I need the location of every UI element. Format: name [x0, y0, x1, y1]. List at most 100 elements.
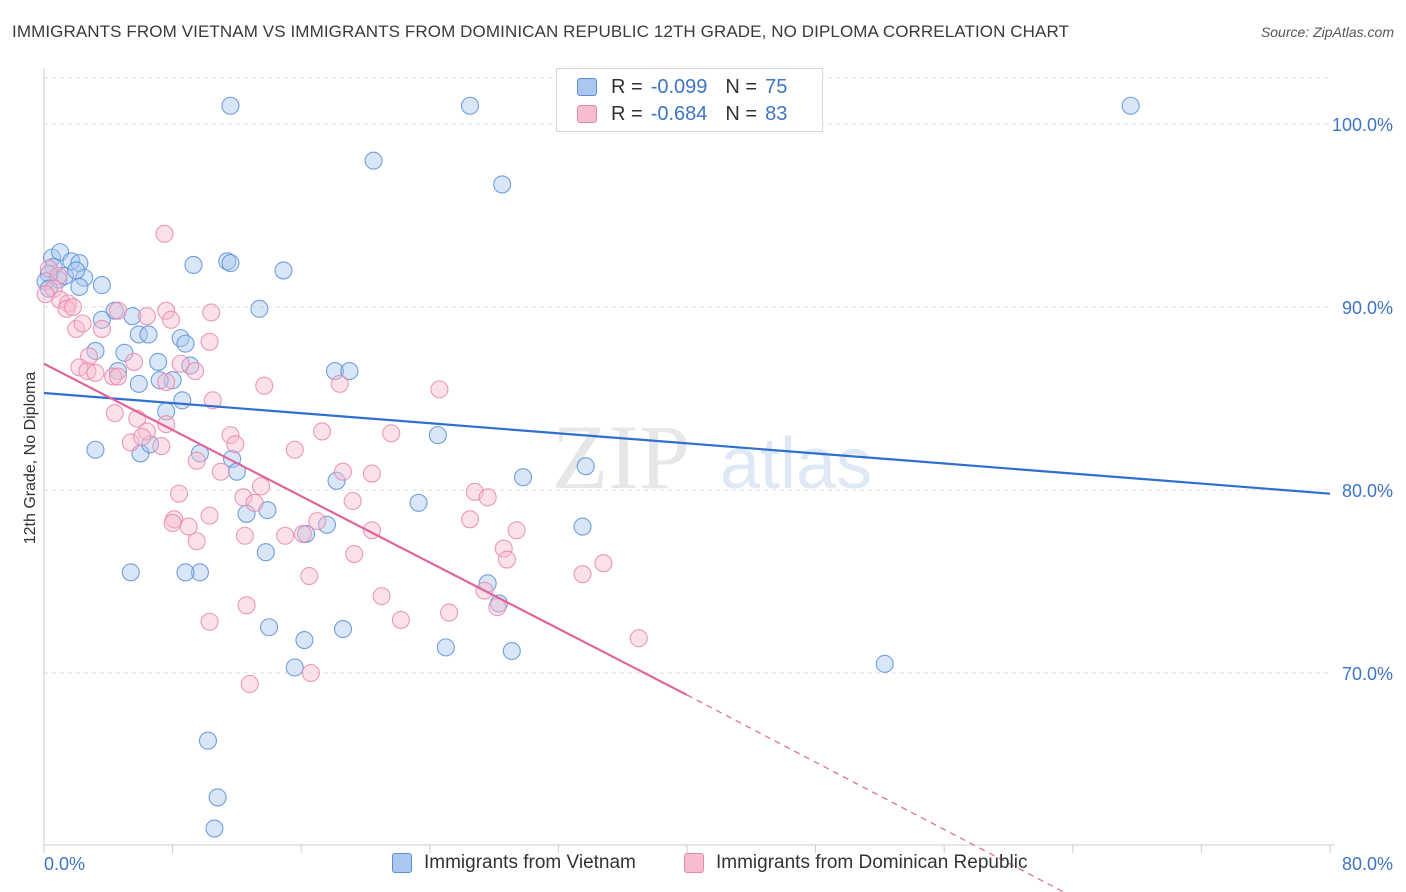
legend-item-dominican: Immigrants from Dominican Republic: [684, 852, 1028, 874]
dominican-point: [345, 545, 364, 564]
vietnam-point: [1121, 96, 1140, 115]
dominican-point: [133, 427, 152, 446]
dominican-point: [362, 464, 381, 483]
dominican-point: [234, 488, 253, 507]
dominican-point: [152, 437, 171, 456]
dominican-point: [187, 451, 206, 470]
vietnam-point: [317, 515, 336, 534]
vietnam-point: [573, 517, 592, 536]
vietnam-point: [513, 468, 533, 487]
legend-swatch-vietnam: [392, 853, 412, 873]
dominican-point: [240, 674, 259, 694]
legend-row-dominican: R = -0.684 N = 83: [577, 102, 787, 126]
dominican-point: [221, 426, 240, 445]
dominican-point: [200, 612, 219, 631]
vietnam-point: [327, 471, 346, 490]
vietnam-point: [274, 261, 293, 280]
vietnam-point: [129, 325, 148, 344]
vietnam-point: [163, 371, 182, 390]
vietnam-point: [259, 618, 279, 637]
n-value-vietnam: 75: [765, 75, 788, 98]
dominican-point: [293, 524, 312, 543]
y-tick-label: 80.0%: [1342, 481, 1393, 501]
legend-label-vietnam: Immigrants from Vietnam: [424, 852, 636, 873]
dominican-point: [308, 512, 327, 531]
vietnam-point: [205, 819, 224, 838]
legend-item-vietnam: Immigrants from Vietnam: [392, 852, 636, 874]
data-points: [36, 96, 1140, 838]
dominican-point: [285, 440, 304, 459]
n-label: N =: [725, 75, 758, 98]
dominican-point: [36, 285, 55, 304]
trend-lines: [43, 362, 1331, 892]
dominican-point: [124, 352, 144, 371]
dominican-point: [187, 532, 206, 551]
dominican-point: [301, 663, 320, 683]
dominican-trend-line: [43, 362, 688, 696]
dominican-point: [161, 310, 181, 329]
dominican-point: [255, 376, 274, 395]
vietnam-point: [256, 543, 275, 562]
dominican-point: [203, 391, 222, 410]
vietnam-point: [173, 391, 192, 410]
vietnam-point: [502, 641, 521, 661]
correlation-legend: R = -0.099 N = 75 R = -0.684 N = 83: [556, 68, 823, 132]
dominican-point: [137, 422, 156, 441]
vietnam-point: [171, 329, 190, 348]
dominican-point: [497, 550, 517, 569]
vietnam-point: [70, 277, 89, 296]
vietnam-point: [221, 254, 240, 273]
dominican-point: [157, 301, 176, 320]
dominican-point: [163, 513, 182, 532]
dominican-point: [478, 488, 497, 507]
dominican-point: [108, 367, 127, 386]
vietnam-point: [340, 362, 359, 381]
dominican-point: [105, 404, 124, 423]
r-value-vietnam: -0.099: [650, 75, 708, 98]
vietnam-point: [428, 426, 447, 445]
x-tick-label: 80.0%: [1342, 854, 1393, 874]
dominican-point: [86, 363, 105, 382]
vietnam-point: [92, 276, 111, 295]
chart-title: IMMIGRANTS FROM VIETNAM VS IMMIGRANTS FR…: [12, 22, 1070, 41]
dominican-point: [573, 565, 592, 584]
vietnam-point: [115, 343, 134, 362]
dominican-point: [226, 435, 245, 454]
vietnam-point: [67, 261, 86, 280]
dominican-point: [343, 491, 362, 511]
dominican-point: [333, 462, 353, 481]
dominican-point: [430, 380, 449, 399]
dominican-point: [440, 603, 459, 622]
axes: [43, 68, 1334, 853]
dominican-point: [276, 526, 295, 545]
vietnam-trend-line: [43, 391, 1331, 495]
vietnam-point: [190, 563, 209, 582]
vietnam-point: [333, 620, 353, 639]
dominican-point: [507, 521, 526, 540]
dominican-point: [382, 424, 401, 443]
dominican-point: [202, 303, 221, 322]
gridlines: [44, 77, 1330, 674]
dominican-point: [157, 373, 176, 392]
dominican-point: [330, 374, 349, 393]
dominican-point: [92, 319, 111, 339]
legend-label-dominican: Immigrants from Dominican Republic: [716, 852, 1028, 873]
legend-swatch-dominican: [577, 105, 597, 123]
vietnam-point: [92, 310, 111, 329]
vietnam-point: [460, 96, 480, 115]
dominican-point: [108, 301, 127, 320]
n-value-dominican: 83: [765, 102, 788, 125]
source-label: Source: ZipAtlas.com: [1260, 24, 1394, 40]
r-label: R =: [611, 75, 643, 98]
vietnam-point: [436, 638, 455, 657]
vietnam-point: [875, 654, 894, 673]
dominican-point: [211, 462, 230, 481]
dominican-point: [391, 610, 410, 629]
vietnam-point: [364, 151, 383, 170]
dominican-point: [200, 332, 219, 351]
dominican-point: [73, 314, 92, 333]
vietnam-point: [184, 255, 203, 274]
vietnam-point: [176, 334, 195, 353]
dominican-point: [300, 566, 319, 586]
